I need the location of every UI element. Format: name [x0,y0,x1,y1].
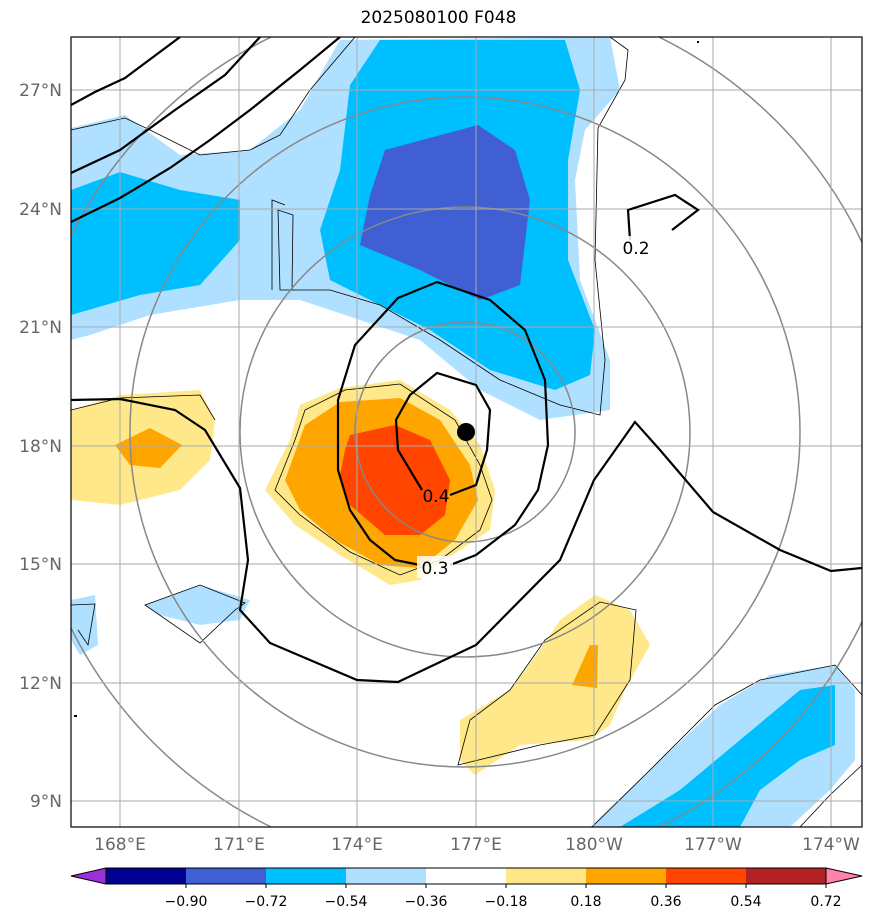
contour-label-text: 0.4 [422,487,449,507]
colorbar-segment [106,868,187,884]
contour-label-text: 0.3 [421,559,448,579]
lat-label: 24°N [19,200,62,220]
lon-label: 180°W [565,835,623,855]
map-title: 2025080100 F048 [360,8,517,28]
colorbar-segment [426,868,507,884]
lat-label: 15°N [19,555,62,575]
lat-label: 21°N [19,318,62,338]
colorbar-tick-label: 0.72 [810,894,841,910]
colorbar-segment [346,868,427,884]
lat-label: 12°N [19,674,62,694]
colorbar-segment [186,868,267,884]
shade-cyan-se [620,685,835,827]
thick-contours [71,37,862,684]
colorbar-tick-label: −0.18 [485,894,528,910]
lon-label: 177°E [450,835,502,855]
colorbar: −0.90 −0.72 −0.54 −0.36 −0.18 0.18 0.36 0.54 0.7… [70,867,863,910]
longitude-labels: 168°E 171°E 174°E 177°E 180°W 177°W 174°… [94,835,860,855]
contour-label-0-4: 0.4 [422,487,449,507]
colorbar-tick-label: −0.72 [245,894,288,910]
grid-lines [71,37,862,827]
lat-label: 18°N [19,437,62,457]
colorbar-tick-label: 0.36 [650,894,681,910]
lon-label: 168°E [94,835,146,855]
shade-lightblue-mid [145,585,250,625]
colorbar-tick-label: −0.90 [165,894,208,910]
latitude-labels: 27°N 24°N 21°N 18°N 15°N 12°N 9°N [19,81,62,812]
contour-label-text: 0.2 [622,239,649,259]
colorbar-segment [506,868,587,884]
lon-label: 174°E [331,835,383,855]
shade-royalblue [360,125,530,300]
colorbar-tick-label: −0.54 [325,894,368,910]
colorbar-tick-label: 0.54 [730,894,761,910]
colorbar-segment [746,868,827,884]
shade-yellow-south [460,595,650,775]
shade-orange-left [115,428,182,468]
map-panel: 0.2 0.4 0.3 [71,37,862,827]
colorbar-frame [105,867,827,885]
shade-red-center [340,425,450,535]
colorbar-tick-label: −0.36 [405,894,448,910]
colorbar-segment [266,868,347,884]
contour-label-0-3: 0.3 [417,556,453,579]
shade-orange-south [572,645,598,688]
colorbar-tick-label: 0.18 [570,894,601,910]
map-frame [70,36,863,828]
shade-cyan-top [71,172,240,315]
thin-contours [71,37,862,827]
colorbar-segment [666,868,747,884]
storm-center-marker [457,423,475,441]
colorbar-extend-max [825,867,863,885]
lon-label: 177°W [684,835,742,855]
lat-label: 27°N [19,81,62,101]
lon-label: 174°W [802,835,860,855]
lon-label: 171°E [213,835,265,855]
colorbar-segment [586,868,667,884]
colorbar-extend-min [70,867,107,885]
range-circles [71,37,862,827]
lat-label: 9°N [30,792,62,812]
contour-label-0-2: 0.2 [618,236,654,259]
